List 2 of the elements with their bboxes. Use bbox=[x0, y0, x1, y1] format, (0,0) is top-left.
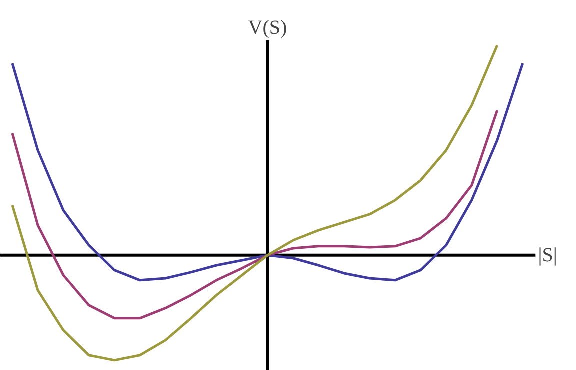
y-axis-title: V(S) bbox=[248, 17, 288, 40]
x-axis-title: |S| bbox=[538, 244, 558, 266]
